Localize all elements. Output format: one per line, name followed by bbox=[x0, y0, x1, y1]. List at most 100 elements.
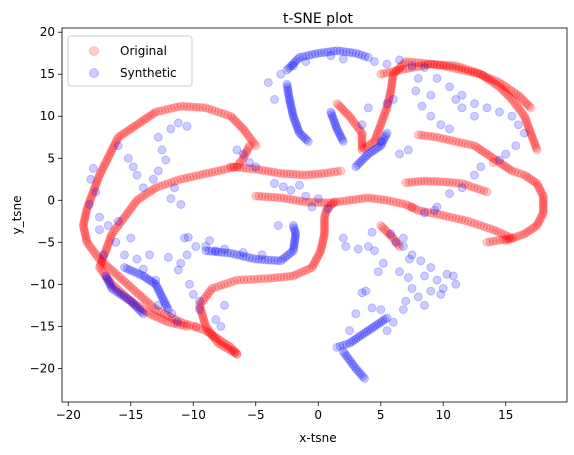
original-point bbox=[376, 120, 386, 130]
synthetic-point bbox=[201, 246, 211, 256]
original-point bbox=[165, 312, 175, 322]
original-point bbox=[319, 233, 329, 243]
original-point bbox=[315, 248, 325, 258]
synthetic-point bbox=[470, 170, 479, 180]
original-point bbox=[379, 195, 389, 205]
synthetic-point bbox=[376, 141, 386, 151]
y-tick-label: 0 bbox=[47, 193, 55, 207]
original-point bbox=[526, 174, 536, 184]
original-point bbox=[222, 340, 232, 350]
synthetic-point bbox=[183, 232, 193, 242]
original-point bbox=[410, 58, 420, 67]
synthetic-point bbox=[220, 300, 229, 310]
original-point bbox=[416, 130, 426, 140]
synthetic-point bbox=[382, 313, 392, 323]
synthetic-point bbox=[426, 111, 436, 121]
original-point bbox=[82, 235, 91, 245]
original-point bbox=[478, 146, 488, 156]
original-point bbox=[510, 167, 520, 177]
synthetic-point bbox=[326, 107, 336, 117]
synthetic-point bbox=[307, 50, 317, 60]
original-point bbox=[195, 170, 204, 180]
synthetic-point bbox=[286, 101, 296, 111]
original-point bbox=[445, 177, 454, 187]
original-point bbox=[316, 198, 326, 207]
synthetic-point bbox=[135, 305, 145, 315]
original-point bbox=[251, 191, 261, 201]
original-point bbox=[112, 134, 122, 144]
original-point bbox=[173, 175, 183, 185]
original-point bbox=[288, 195, 298, 205]
original-point bbox=[332, 197, 342, 207]
original-point bbox=[229, 276, 239, 286]
original-point bbox=[103, 262, 113, 272]
synthetic-point bbox=[376, 305, 386, 315]
x-tick-label: −15 bbox=[118, 408, 143, 422]
original-point bbox=[357, 139, 367, 149]
original-point bbox=[88, 189, 97, 199]
original-point bbox=[320, 214, 329, 224]
x-tick-label: 15 bbox=[498, 408, 513, 422]
original-point bbox=[313, 252, 322, 262]
original-point bbox=[279, 193, 289, 203]
original-point bbox=[333, 166, 342, 176]
original-point bbox=[460, 216, 470, 226]
original-point bbox=[207, 284, 217, 293]
original-point bbox=[122, 127, 132, 137]
original-point bbox=[179, 318, 189, 328]
original-point bbox=[245, 132, 254, 142]
original-point bbox=[95, 254, 104, 264]
synthetic-point bbox=[103, 275, 113, 285]
synthetic-point bbox=[162, 302, 172, 312]
synthetic-point bbox=[188, 289, 198, 299]
original-point bbox=[517, 94, 527, 104]
original-point bbox=[176, 101, 186, 111]
original-point bbox=[109, 141, 119, 151]
original-point bbox=[388, 197, 398, 207]
synthetic-point bbox=[380, 132, 390, 142]
original-point bbox=[202, 324, 212, 333]
original-point bbox=[321, 208, 331, 218]
synthetic-point bbox=[245, 253, 254, 263]
original-point bbox=[509, 233, 519, 243]
original-point bbox=[423, 59, 433, 69]
synthetic-point bbox=[373, 267, 383, 277]
original-point bbox=[365, 139, 375, 149]
synthetic-point bbox=[358, 372, 368, 381]
original-point bbox=[204, 168, 214, 178]
original-point bbox=[179, 174, 189, 184]
synthetic-point bbox=[470, 99, 479, 109]
synthetic-point bbox=[338, 347, 348, 357]
original-point bbox=[226, 163, 236, 173]
synthetic-point bbox=[149, 278, 159, 288]
y-tick-label: 20 bbox=[40, 25, 55, 39]
original-point bbox=[102, 244, 111, 254]
original-point bbox=[423, 207, 433, 217]
original-point bbox=[495, 235, 504, 245]
original-point bbox=[463, 65, 473, 75]
original-point bbox=[130, 286, 140, 296]
synthetic-point bbox=[284, 249, 294, 259]
synthetic-point bbox=[153, 166, 163, 176]
original-point bbox=[86, 193, 96, 203]
original-point bbox=[113, 271, 123, 281]
original-point bbox=[470, 141, 479, 151]
original-point bbox=[385, 196, 395, 206]
original-point bbox=[348, 195, 358, 205]
original-point bbox=[229, 346, 239, 356]
original-point bbox=[260, 166, 270, 176]
original-point bbox=[386, 82, 396, 92]
original-point bbox=[460, 64, 470, 74]
synthetic-point bbox=[382, 99, 392, 109]
original-point bbox=[251, 164, 261, 174]
original-point bbox=[163, 104, 173, 114]
original-point bbox=[388, 73, 398, 83]
original-point bbox=[323, 198, 333, 208]
original-point bbox=[120, 212, 129, 222]
original-point bbox=[239, 151, 249, 161]
synthetic-point bbox=[328, 113, 338, 123]
synthetic-point bbox=[235, 250, 245, 260]
synthetic-point bbox=[147, 277, 157, 286]
original-point bbox=[197, 309, 207, 319]
original-point bbox=[294, 269, 304, 278]
